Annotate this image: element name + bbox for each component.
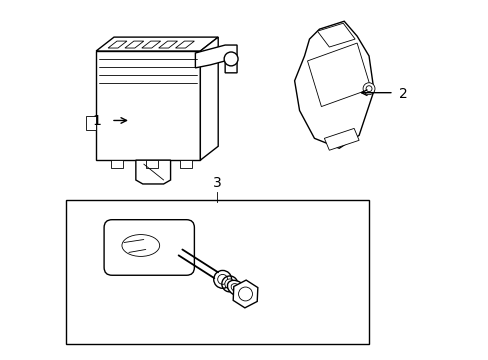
Polygon shape [145,160,157,168]
Text: 3: 3 [212,176,221,190]
Polygon shape [96,51,200,160]
Polygon shape [175,41,194,48]
Circle shape [362,83,374,95]
Polygon shape [317,23,354,47]
Text: 1: 1 [92,114,101,129]
Polygon shape [233,280,257,308]
Ellipse shape [122,235,160,256]
Polygon shape [294,21,373,148]
Polygon shape [96,37,218,51]
Circle shape [366,86,371,92]
Polygon shape [324,129,358,150]
Circle shape [224,52,238,66]
Ellipse shape [231,284,242,293]
Bar [66,200,368,344]
Polygon shape [86,116,96,130]
Ellipse shape [227,280,245,296]
Polygon shape [108,41,127,48]
Polygon shape [136,160,170,184]
Polygon shape [158,41,177,48]
Circle shape [238,287,252,301]
Circle shape [213,270,231,288]
Text: 2: 2 [398,87,407,101]
FancyBboxPatch shape [104,220,194,275]
Circle shape [217,274,227,284]
Polygon shape [214,272,220,281]
Polygon shape [180,160,192,168]
Polygon shape [307,43,370,107]
Polygon shape [111,160,122,168]
Circle shape [224,279,234,289]
Polygon shape [195,45,237,73]
Polygon shape [142,41,161,48]
Polygon shape [124,41,143,48]
Polygon shape [200,37,218,160]
